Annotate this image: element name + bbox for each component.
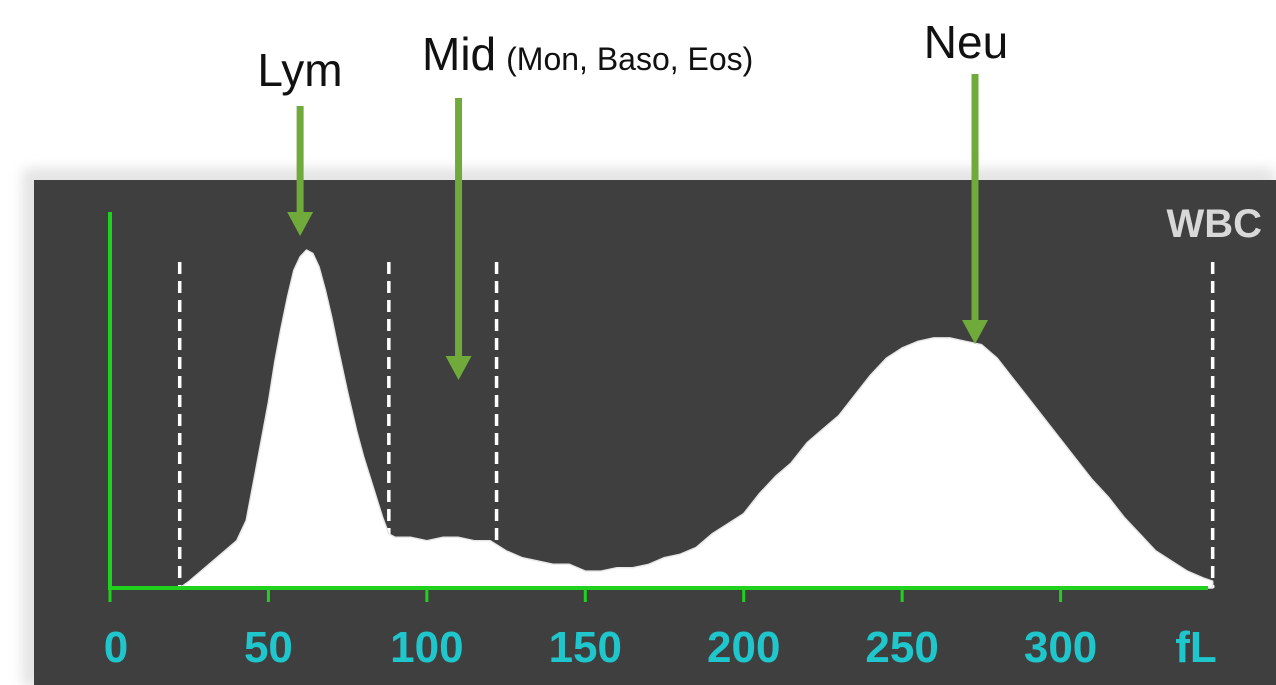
annotation-label-lym: Lym <box>257 44 342 96</box>
annotation-lym: Lym <box>257 44 343 236</box>
x-tick-label-300: 300 <box>1024 623 1097 672</box>
x-axis: 0 50 100 150 200 250 300 <box>104 212 1208 672</box>
x-tick-label-200: 200 <box>707 623 780 672</box>
annotation-main-text: Mid <box>422 28 496 80</box>
annotation-sublabel: (Mon, Baso, Eos) <box>506 41 753 77</box>
annotation-arrow-head <box>962 320 989 344</box>
annotation-neu: Neu <box>924 16 1008 344</box>
x-unit-label: fL <box>1175 623 1217 672</box>
annotation-label-mid: Mid (Mon, Baso, Eos) <box>422 28 753 80</box>
annotation-arrow-head <box>287 212 314 236</box>
wbc-panel-label: WBC <box>1166 202 1262 246</box>
x-tick-label-150: 150 <box>549 623 622 672</box>
histogram-panel <box>34 180 1276 685</box>
x-tick-label-100: 100 <box>390 623 463 672</box>
peak-annotations: Lym Mid (Mon, Baso, Eos) Neu <box>257 16 1008 380</box>
annotation-arrow-head <box>445 356 472 380</box>
x-tick-label-250: 250 <box>865 623 938 672</box>
annotation-label-neu: Neu <box>924 16 1008 68</box>
x-tick-label-50: 50 <box>244 623 293 672</box>
x-tick-label-0: 0 <box>104 623 128 672</box>
annotation-mid: Mid (Mon, Baso, Eos) <box>422 28 753 380</box>
histogram-area <box>178 249 1214 589</box>
